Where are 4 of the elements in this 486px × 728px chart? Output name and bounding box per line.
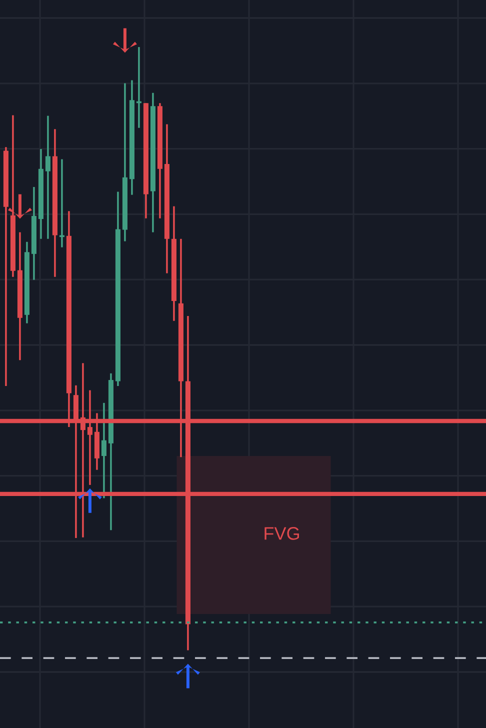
band-label: FVG	[264, 527, 299, 540]
candlestick	[59, 158, 64, 248]
candlestick	[45, 114, 50, 240]
candlestick	[101, 402, 106, 500]
